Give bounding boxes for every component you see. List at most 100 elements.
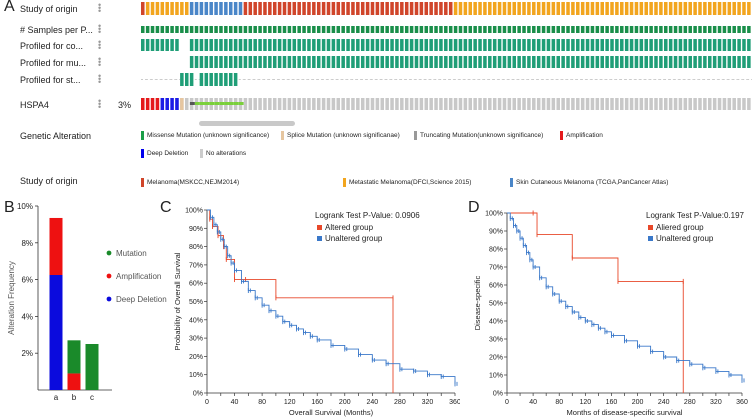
profiled-co-cell[interactable] (492, 39, 497, 51)
profiled-co-cell[interactable] (620, 39, 624, 51)
study-cell[interactable] (463, 2, 468, 15)
profiled-mu-cell[interactable] (712, 56, 717, 68)
profiled-co-cell[interactable] (502, 39, 507, 51)
profiled-mu-cell[interactable] (253, 56, 257, 68)
profiled-mu-cell[interactable] (287, 56, 292, 68)
study-cell[interactable] (341, 2, 345, 15)
profiled-co-cell[interactable] (541, 39, 546, 51)
study-cell[interactable] (522, 2, 526, 15)
profiled-co-cell[interactable] (224, 39, 228, 51)
samples-cell[interactable] (512, 26, 517, 33)
study-cell[interactable] (458, 2, 463, 15)
profiled-co-cell[interactable] (360, 39, 365, 51)
profiled-co-cell[interactable] (483, 39, 487, 51)
hspa4-cell[interactable] (307, 98, 311, 110)
hspa4-cell[interactable] (429, 98, 433, 110)
profiled-mu-cell[interactable] (268, 56, 272, 68)
hspa4-cell[interactable] (155, 98, 160, 110)
samples-cell[interactable] (424, 26, 429, 33)
hspa4-cell[interactable] (473, 98, 477, 110)
hspa4-cell[interactable] (517, 98, 521, 110)
study-cell[interactable] (492, 2, 497, 15)
samples-cell[interactable] (590, 26, 595, 33)
study-cell[interactable] (659, 2, 663, 15)
hspa4-cell[interactable] (380, 98, 385, 110)
study-cell[interactable] (316, 2, 321, 15)
profiled-mu-cell[interactable] (404, 56, 409, 68)
profiled-co-cell[interactable] (551, 39, 556, 51)
hspa4-cell[interactable] (448, 98, 453, 110)
study-cell[interactable] (214, 2, 218, 15)
hspa4-cell[interactable] (175, 98, 179, 110)
study-cell[interactable] (258, 2, 262, 15)
samples-cell[interactable] (243, 26, 248, 33)
profiled-mu-cell[interactable] (708, 56, 712, 68)
study-cell[interactable] (629, 2, 634, 15)
profiled-mu-cell[interactable] (571, 56, 575, 68)
hspa4-cell[interactable] (522, 98, 526, 110)
hspa4-cell[interactable] (478, 98, 482, 110)
samples-cell[interactable] (488, 26, 492, 33)
profiled-co-cell[interactable] (571, 39, 575, 51)
profiled-mu-cell[interactable] (624, 56, 629, 68)
profiled-co-cell[interactable] (654, 39, 658, 51)
hspa4-cell[interactable] (507, 98, 512, 110)
profiled-co-cell[interactable] (688, 39, 692, 51)
profiled-co-cell[interactable] (292, 39, 297, 51)
samples-cell[interactable] (712, 26, 717, 33)
study-cell[interactable] (141, 2, 145, 15)
study-cell[interactable] (703, 2, 707, 15)
samples-cell[interactable] (546, 26, 551, 33)
profiled-mu-cell[interactable] (747, 56, 751, 68)
study-cell[interactable] (664, 2, 668, 15)
hspa4-cell[interactable] (312, 98, 316, 110)
profiled-co-cell[interactable] (678, 39, 683, 51)
profiled-mu-cell[interactable] (272, 56, 277, 68)
study-cell[interactable] (639, 2, 644, 15)
study-cell[interactable] (551, 2, 556, 15)
study-cell[interactable] (571, 2, 575, 15)
profiled-mu-cell[interactable] (370, 56, 375, 68)
hspa4-cell[interactable] (532, 98, 536, 110)
profiled-co-cell[interactable] (737, 39, 741, 51)
samples-cell[interactable] (659, 26, 663, 33)
samples-cell[interactable] (360, 26, 365, 33)
profiled-mu-cell[interactable] (585, 56, 590, 68)
profiled-co-cell[interactable] (150, 39, 155, 51)
profiled-mu-cell[interactable] (644, 56, 648, 68)
study-cell[interactable] (204, 2, 209, 15)
profiled-co-cell[interactable] (228, 39, 233, 51)
hspa4-cell[interactable] (600, 98, 604, 110)
study-cell[interactable] (722, 2, 727, 15)
profiled-co-cell[interactable] (277, 39, 282, 51)
profiled-co-cell[interactable] (316, 39, 321, 51)
hspa4-cell[interactable] (703, 98, 707, 110)
hspa4-cell[interactable] (712, 98, 717, 110)
hspa4-cell[interactable] (624, 98, 629, 110)
profiled-co-cell[interactable] (189, 39, 194, 51)
samples-cell[interactable] (605, 26, 609, 33)
profiled-co-cell[interactable] (473, 39, 477, 51)
profiled-co-cell[interactable] (629, 39, 634, 51)
samples-cell[interactable] (541, 26, 546, 33)
hspa4-cell[interactable] (395, 98, 399, 110)
profiled-co-cell[interactable] (370, 39, 375, 51)
profiled-co-cell[interactable] (634, 39, 639, 51)
profiled-mu-cell[interactable] (199, 56, 204, 68)
samples-cell[interactable] (331, 26, 336, 33)
hspa4-cell[interactable] (488, 98, 492, 110)
samples-cell[interactable] (444, 26, 448, 33)
hspa4-cell[interactable] (292, 98, 297, 110)
study-cell[interactable] (356, 2, 360, 15)
profiled-co-cell[interactable] (219, 39, 223, 51)
study-cell[interactable] (302, 2, 306, 15)
hspa4-cell[interactable] (316, 98, 321, 110)
profiled-mu-cell[interactable] (732, 56, 736, 68)
profiled-co-cell[interactable] (507, 39, 512, 51)
profiled-mu-cell[interactable] (282, 56, 287, 68)
hspa4-cell[interactable] (708, 98, 712, 110)
profiled-co-cell[interactable] (175, 39, 179, 51)
study-cell[interactable] (228, 2, 233, 15)
study-cell[interactable] (747, 2, 751, 15)
profiled-co-cell[interactable] (170, 39, 174, 51)
